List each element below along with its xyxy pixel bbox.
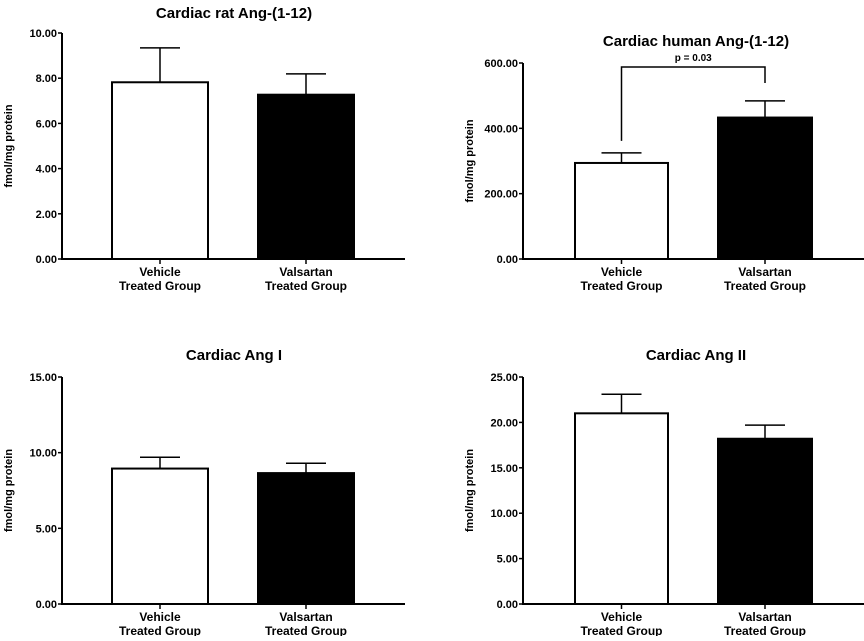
x-category-label: Vehicle [139, 265, 181, 279]
x-category-label: Treated Group [265, 624, 347, 636]
chart-panel-2: Cardiac human Ang-(1-12) 0.00 200.00 400.00… [464, 33, 864, 293]
x-category-label: Treated Group [265, 279, 347, 293]
y-tick-label: 20.00 [490, 417, 518, 429]
y-tick-label: 15.00 [490, 463, 518, 475]
bar-vehicle [111, 467, 209, 605]
x-category-label: Treated Group [580, 279, 662, 293]
y-tick-label: 0.00 [36, 599, 57, 611]
chart-panel-3: Cardiac Ang I 0.00 5.00 10.00 15.00 fmol/mg p… [3, 347, 405, 638]
y-tick-label: 10.00 [29, 28, 57, 40]
x-category-label: Vehicle [139, 610, 181, 624]
chart-title: Cardiac Ang I [186, 347, 282, 364]
y-tick-label: 0.00 [497, 254, 518, 266]
x-category-label: Treated Group [724, 279, 806, 293]
bar-vehicle [574, 161, 669, 261]
y-tick-label: 15.00 [29, 372, 57, 384]
y-tick-label: 25.00 [490, 372, 518, 384]
y-tick-label: 10.00 [29, 448, 57, 460]
y-tick-label: 0.00 [497, 599, 518, 611]
y-tick-label: 2.00 [36, 209, 57, 221]
chart-title: Cardiac human Ang-(1-12) [603, 33, 789, 50]
x-category-label: Vehicle [601, 265, 643, 279]
y-tick-label: 5.00 [36, 523, 57, 535]
x-category-label: Valsartan [738, 610, 791, 624]
chart-title: Cardiac rat Ang-(1-12) [156, 5, 312, 22]
bar-valsartan [717, 437, 813, 605]
significance-bracket [620, 66, 766, 141]
y-tick-label: 400.00 [484, 123, 518, 135]
bar-vehicle [574, 412, 669, 605]
bar-valsartan [257, 472, 355, 606]
y-tick-label: 8.00 [36, 73, 57, 85]
y-tick-label: 5.00 [497, 554, 518, 566]
y-axis-label: fmol/mg protein [464, 449, 476, 532]
x-category-label: Vehicle [601, 610, 643, 624]
y-tick-label: 200.00 [484, 189, 518, 201]
x-category-label: Valsartan [279, 610, 332, 624]
x-category-label: Valsartan [279, 265, 332, 279]
y-tick-label: 0.00 [36, 254, 57, 266]
y-axis-label: fmol/mg protein [3, 449, 15, 532]
p-value-annotation: p = 0.03 [675, 53, 712, 64]
x-category-label: Treated Group [580, 624, 662, 636]
y-tick-label: 10.00 [490, 508, 518, 520]
x-category-label: Valsartan [738, 265, 791, 279]
bar-vehicle [111, 81, 209, 260]
x-category-label: Treated Group [119, 279, 201, 293]
chart-panel-1: Cardiac rat Ang-(1-12) 0.00 2.00 4.00 6.00 8.… [3, 5, 405, 293]
y-tick-label: 600.00 [484, 58, 518, 70]
bar-valsartan [717, 116, 813, 261]
y-tick-label: 6.00 [36, 118, 57, 130]
x-category-label: Treated Group [119, 624, 201, 636]
y-tick-label: 4.00 [36, 164, 57, 176]
bar-valsartan [257, 93, 355, 260]
y-axis-label: fmol/mg protein [464, 119, 476, 202]
x-category-label: Treated Group [724, 624, 806, 636]
chart-panel-4: Cardiac Ang II 0.00 5.00 10.00 15.00 20.00 25.… [464, 347, 864, 638]
y-axis-label: fmol/mg protein [3, 104, 15, 187]
chart-title: Cardiac Ang II [646, 347, 746, 364]
